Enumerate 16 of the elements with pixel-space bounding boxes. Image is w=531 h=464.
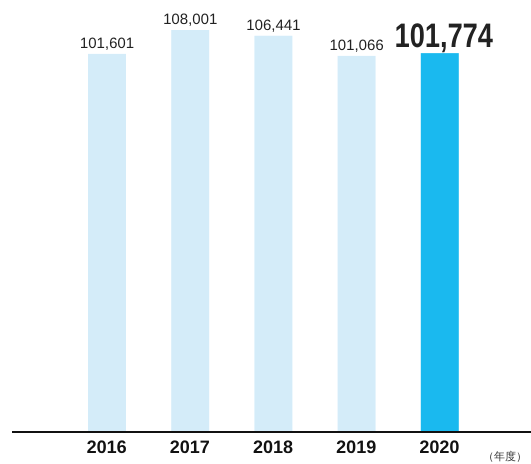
data-label: 101,066 xyxy=(329,36,384,54)
bar xyxy=(338,56,376,432)
x-tick-label: 2018 xyxy=(252,436,294,457)
x-tick-label: 2017 xyxy=(170,436,210,457)
x-tick-label: 2020 xyxy=(419,436,460,457)
bar xyxy=(254,36,292,432)
data-label: 101,601 xyxy=(80,34,134,52)
x-tick-label: 2019 xyxy=(336,436,376,457)
data-label: 108,001 xyxy=(163,11,218,28)
data-label: 106,441 xyxy=(246,16,301,34)
bar xyxy=(171,30,210,432)
bar xyxy=(88,54,126,432)
x-tick-label: 2016 xyxy=(86,436,127,457)
data-label: 101,774 xyxy=(394,16,493,55)
bar xyxy=(420,53,459,432)
x-axis-title: （年度） xyxy=(483,450,527,463)
